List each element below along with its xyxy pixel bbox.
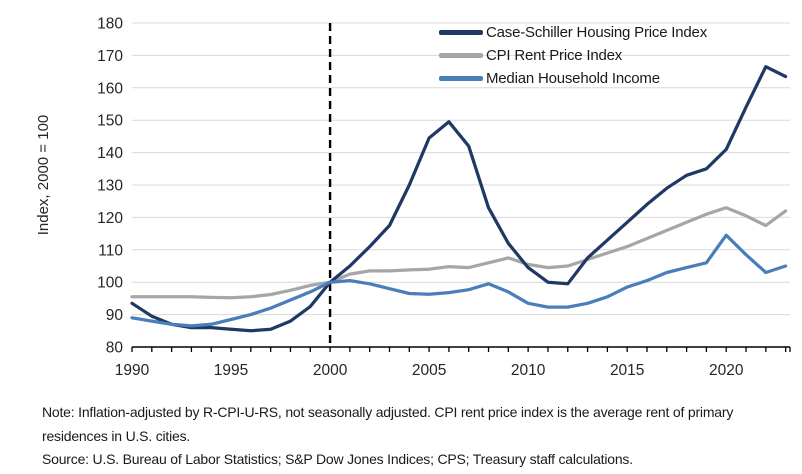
legend-item-median-income: Median Household Income <box>439 67 707 90</box>
legend-label: Median Household Income <box>486 70 660 87</box>
y-tick-label: 130 <box>97 178 123 195</box>
series-line-median-income <box>130 233 788 328</box>
legend-line-swatch-case-schiller <box>439 30 483 35</box>
footnotes: Note: Inflation-adjusted by R-CPI-U-RS, … <box>42 401 769 472</box>
y-tick-label: 170 <box>97 48 123 65</box>
series-line-cpi-rent <box>130 206 788 300</box>
legend-label: CPI Rent Price Index <box>486 47 623 64</box>
legend: Case-Schiller Housing Price Index CPI Re… <box>439 21 707 90</box>
y-tick-label: 180 <box>97 16 123 33</box>
y-tick-label: 120 <box>97 210 123 227</box>
legend-line-swatch-cpi-rent <box>439 53 483 58</box>
note-text: Note: Inflation-adjusted by R-CPI-U-RS, … <box>42 404 734 444</box>
x-tick-label: 1990 <box>115 362 150 379</box>
y-tick-label: 110 <box>98 242 123 259</box>
legend-line-swatch-median-income <box>439 76 483 81</box>
y-tick-label: 160 <box>97 80 123 97</box>
x-tick-label: 2020 <box>709 362 744 379</box>
x-tick-label: 1995 <box>214 362 248 379</box>
legend-label: Case-Schiller Housing Price Index <box>486 24 708 41</box>
series-line-case-schiller <box>130 65 788 333</box>
x-tick-label: 2005 <box>412 362 446 379</box>
y-tick-label: 80 <box>106 340 124 357</box>
y-tick-label: 100 <box>97 275 123 292</box>
legend-item-case-schiller: Case-Schiller Housing Price Index <box>439 21 707 44</box>
y-tick-label: 140 <box>97 145 123 162</box>
legend-item-cpi-rent: CPI Rent Price Index <box>439 44 707 67</box>
x-tick-label: 2015 <box>610 362 644 379</box>
y-tick-label: 150 <box>97 113 123 130</box>
y-tick-label: 90 <box>106 307 124 324</box>
x-tick-label: 2000 <box>313 362 348 379</box>
x-tick-label: 2010 <box>511 362 546 379</box>
source-text: Source: U.S. Bureau of Labor Statistics;… <box>42 451 633 467</box>
